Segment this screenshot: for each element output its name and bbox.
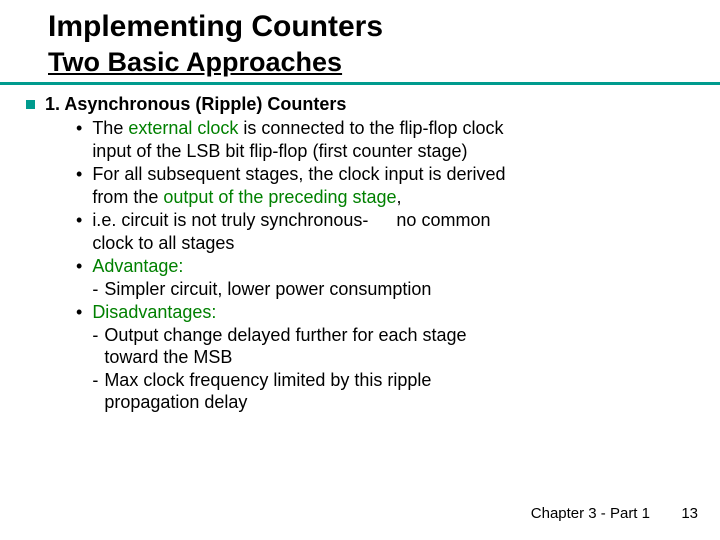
list-item-text: i.e. circuit is not truly synchronous-no… — [92, 209, 512, 254]
list-item: • The external clock is connected to the… — [76, 117, 690, 162]
dash-icon: - — [92, 324, 98, 347]
dash-icon: - — [92, 278, 98, 301]
dash-list: - Simpler circuit, lower power consumpti… — [92, 278, 431, 301]
slide-title-line1: Implementing Counters — [48, 10, 690, 45]
dash-item: - Simpler circuit, lower power consumpti… — [92, 278, 431, 301]
dash-list: - Output change delayed further for each… — [92, 324, 512, 414]
list-item-text: Disadvantages: - Output change delayed f… — [92, 301, 512, 414]
title-divider — [0, 82, 720, 85]
dot-bullet-icon: • — [76, 255, 82, 278]
dot-bullet-icon: • — [76, 209, 82, 232]
dash-item: - Max clock frequency limited by this ri… — [92, 369, 512, 414]
section-heading-row: 1. Asynchronous (Ripple) Counters — [48, 93, 690, 116]
dot-bullet-icon: • — [76, 117, 82, 140]
dot-bullet-icon: • — [76, 301, 82, 324]
list-item: • Disadvantages: - Output change delayed… — [76, 301, 690, 414]
dash-item: - Output change delayed further for each… — [92, 324, 512, 369]
section-heading: 1. Asynchronous (Ripple) Counters — [45, 93, 346, 116]
dot-bullet-icon: • — [76, 163, 82, 186]
bullet-list: • The external clock is connected to the… — [76, 117, 690, 414]
slide-content: 1. Asynchronous (Ripple) Counters • The … — [48, 93, 690, 414]
list-item: • i.e. circuit is not truly synchronous-… — [76, 209, 690, 254]
list-item-text: Advantage: - Simpler circuit, lower powe… — [92, 255, 431, 300]
slide-title-line2: Two Basic Approaches — [48, 47, 690, 78]
list-item-text: The external clock is connected to the f… — [92, 117, 512, 162]
square-bullet-icon — [26, 100, 35, 109]
dash-icon: - — [92, 369, 98, 392]
list-item: • Advantage: - Simpler circuit, lower po… — [76, 255, 690, 300]
footer-page-number: 13 — [681, 505, 698, 522]
list-item: • For all subsequent stages, the clock i… — [76, 163, 690, 208]
list-item-text: For all subsequent stages, the clock inp… — [92, 163, 512, 208]
footer-chapter: Chapter 3 - Part 1 — [531, 505, 650, 522]
